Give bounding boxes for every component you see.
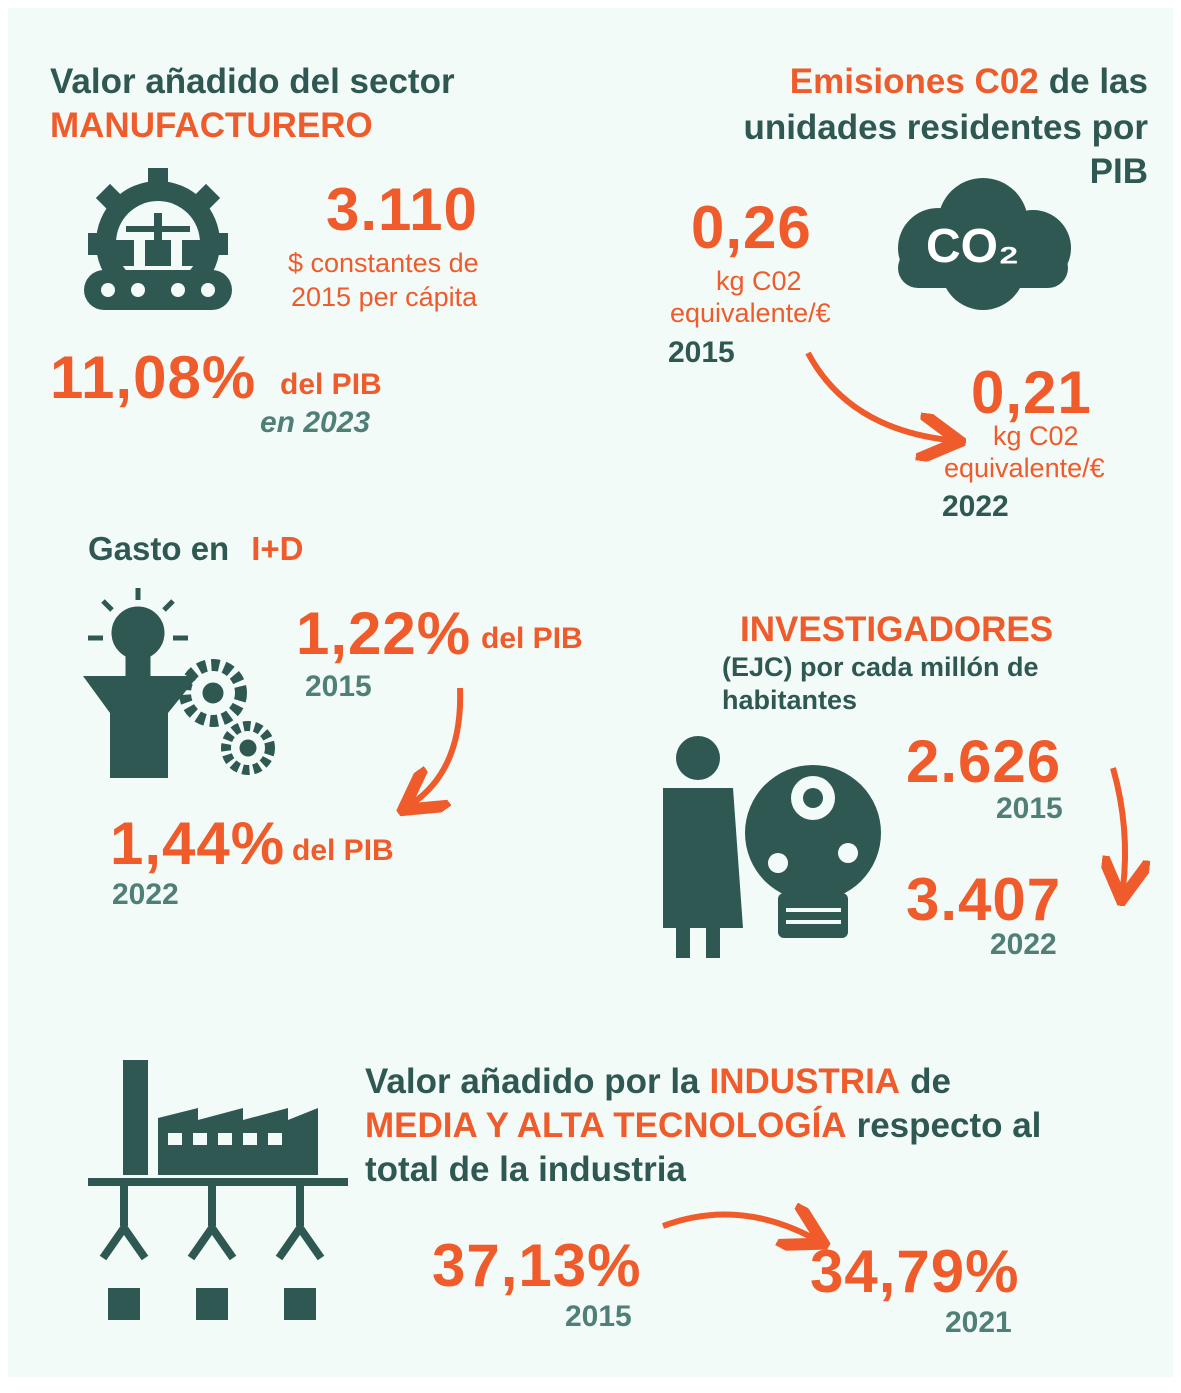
factory-icon — [88, 1060, 348, 1320]
value: 2.626 — [906, 728, 1062, 795]
unit: del PIB — [280, 368, 382, 401]
year: en 2023 — [260, 406, 371, 439]
icons-layer — [83, 168, 1173, 1320]
year: 2015 — [668, 336, 735, 369]
title-part: Valor añadido por la — [365, 1062, 700, 1101]
value: 37,13% — [432, 1232, 642, 1299]
title: unidades residentes por — [743, 108, 1148, 147]
title-highlight: MANUFACTURERO — [50, 106, 373, 145]
value: 3.110 — [326, 176, 478, 243]
value: 11,08% — [50, 344, 257, 411]
unit: del PIB — [481, 622, 583, 655]
title-highlight: INDUSTRIA — [709, 1062, 901, 1101]
unit: equivalente/€ — [670, 298, 831, 328]
subtitle: habitantes — [722, 685, 858, 715]
title: Valor añadido del sector — [50, 62, 455, 101]
value: 3.407 — [906, 866, 1062, 933]
year: 2015 — [305, 670, 372, 703]
title: PIB — [1089, 152, 1148, 191]
year: 2022 — [942, 490, 1009, 523]
unit: del PIB — [292, 834, 394, 867]
title: Gasto en I+D — [88, 532, 303, 565]
value: 34,79% — [810, 1238, 1020, 1305]
infographic: Valor añadido del sector MANUFACTURERO 3… — [8, 8, 1173, 1377]
arrow — [661, 1214, 813, 1238]
page-body: Valor añadido del sector MANUFACTURERO 3… — [0, 8, 1181, 1393]
title: INVESTIGADORES — [740, 610, 1054, 649]
title-part: de — [910, 1062, 951, 1101]
arrow — [413, 687, 464, 803]
value: 1,22% — [296, 600, 472, 667]
year: 2022 — [112, 878, 179, 911]
title: Valor añadido por la INDUSTRIA de — [365, 1064, 951, 1099]
arrow — [805, 351, 948, 440]
subtitle: (EJC) por cada millón de — [722, 652, 1039, 682]
title-part: Gasto en — [88, 530, 230, 567]
value: 0,21 — [971, 359, 1092, 426]
unit: kg C02 — [716, 266, 802, 296]
year: 2015 — [565, 1300, 632, 1333]
title: Emisiones C02 de las — [790, 64, 1148, 99]
unit: kg C02 — [993, 421, 1079, 451]
icon-label: CO₂ — [926, 220, 1020, 273]
unit: $ constantes de — [288, 248, 479, 278]
gear-conveyor-icon — [84, 168, 232, 310]
title: MEDIA Y ALTA TECNOLOGÍA respecto al — [365, 1108, 1041, 1143]
unit: 2015 per cápita — [291, 282, 478, 312]
idea-gears-icon — [83, 588, 275, 778]
co2-cloud-icon — [898, 178, 1071, 310]
unit: equivalente/€ — [944, 453, 1105, 483]
arrow — [1113, 767, 1125, 888]
value: 1,44% — [110, 810, 286, 877]
year: 2021 — [945, 1306, 1012, 1339]
value: 0,26 — [691, 194, 812, 261]
title-highlight: Emisiones C02 — [789, 62, 1039, 101]
title-part: de las — [1048, 62, 1148, 101]
title-highlight: MEDIA Y ALTA TECNOLOGÍA — [365, 1106, 847, 1145]
title: total de la industria — [365, 1150, 686, 1189]
researcher-icon — [663, 736, 881, 958]
year: 2015 — [996, 792, 1063, 825]
title-part: respecto al — [856, 1106, 1042, 1145]
year: 2022 — [990, 928, 1057, 961]
title-highlight: I+D — [251, 530, 304, 567]
